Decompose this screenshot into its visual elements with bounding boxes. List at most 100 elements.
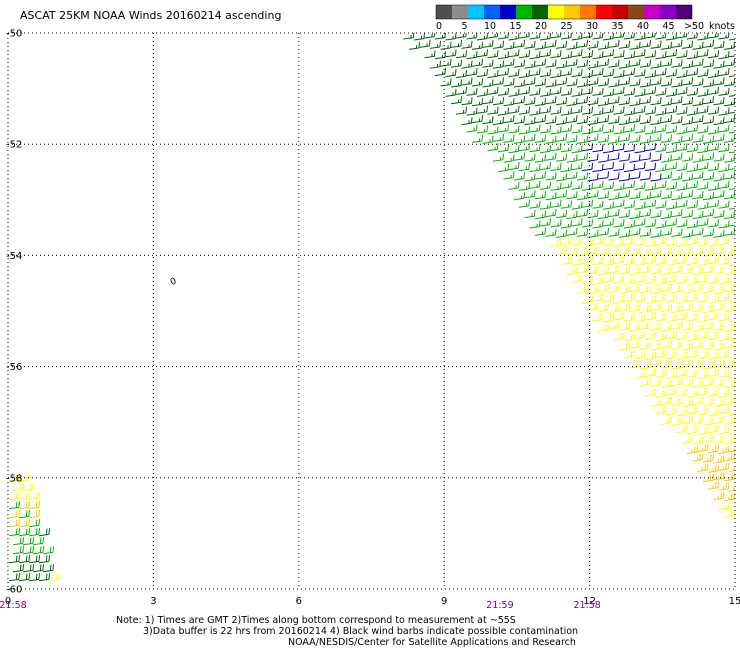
wind-barb	[592, 144, 604, 153]
x-tick-label: 3	[150, 596, 156, 607]
wind-barb	[623, 350, 636, 359]
wind-barb	[634, 69, 646, 78]
wind-barb	[497, 51, 510, 60]
wind-barb	[671, 152, 683, 161]
wind-barb	[644, 33, 657, 39]
wind-barb	[671, 135, 683, 144]
legend-label: 30	[586, 21, 598, 32]
wind-barb	[524, 117, 536, 126]
wind-barb	[728, 145, 735, 154]
wind-barb	[655, 237, 667, 246]
wind-barb	[476, 88, 489, 97]
time-label: 21:59	[486, 600, 513, 611]
wind-barb	[471, 41, 484, 50]
wind-barb	[618, 40, 631, 49]
wind-barb	[681, 399, 694, 408]
wind-barb	[18, 528, 31, 537]
wind-barb	[18, 555, 31, 564]
wind-map: 0 3 6 9 12 15 -50 -52 -54 -56 -58 -60 0 5 10 15 20 25 30 3…	[0, 4, 740, 611]
wind-barb	[723, 41, 735, 50]
wind-barb	[592, 257, 604, 266]
wind-barb	[613, 143, 625, 152]
wind-barb	[634, 162, 646, 171]
x-tick-label: 12	[583, 596, 596, 607]
wind-barb	[487, 143, 499, 152]
wind-barb	[723, 473, 735, 482]
wind-barb	[482, 96, 494, 105]
wind-barb	[602, 181, 615, 190]
wind-barb	[597, 304, 610, 313]
wind-barb	[676, 256, 688, 265]
wind-barb	[702, 398, 715, 407]
wind-barb	[686, 144, 699, 153]
wind-barb	[508, 49, 520, 58]
wind-barb	[634, 238, 646, 247]
wind-barb	[660, 115, 673, 124]
wind-barb	[634, 294, 646, 303]
wind-barb	[581, 70, 594, 79]
wind-barb	[461, 97, 473, 106]
wind-barb	[692, 58, 704, 67]
wind-barb	[681, 359, 694, 368]
wind-barb	[692, 115, 704, 124]
wind-barb	[497, 68, 510, 77]
wind-barb	[629, 58, 641, 67]
wind-barb	[482, 116, 494, 125]
wind-barb	[650, 173, 662, 182]
wind-barb	[492, 97, 505, 106]
wind-barb	[676, 312, 688, 321]
wind-barb	[650, 322, 662, 331]
wind-barb	[18, 519, 31, 528]
wind-barb	[728, 218, 735, 227]
wind-barb	[550, 70, 562, 79]
wind-barb	[697, 145, 709, 154]
wind-barb	[655, 33, 667, 40]
wind-barb	[692, 41, 704, 50]
wind-barb	[634, 125, 646, 134]
wind-barb	[713, 40, 725, 49]
wind-barb	[42, 564, 55, 573]
wind-barb	[482, 79, 494, 88]
wind-barb	[702, 209, 715, 218]
wind-barb	[508, 125, 520, 134]
wind-barb	[613, 86, 625, 95]
wind-barb	[476, 33, 489, 41]
wind-barb	[529, 33, 541, 40]
wind-barb	[697, 105, 709, 114]
wind-barb	[408, 41, 421, 50]
wind-barb	[629, 227, 641, 236]
wind-barb	[728, 387, 735, 396]
wind-barb	[534, 227, 547, 236]
wind-barb	[665, 69, 678, 78]
wind-barb	[571, 145, 583, 154]
wind-barb	[660, 284, 673, 293]
wind-barb	[650, 342, 662, 351]
wind-barb	[602, 274, 615, 283]
wind-barb	[713, 322, 725, 331]
wind-barb	[524, 97, 536, 106]
wind-barb	[681, 415, 694, 424]
wind-barb	[534, 41, 547, 50]
wind-barb	[655, 369, 667, 378]
wind-barb	[707, 388, 720, 397]
wind-barb	[524, 133, 536, 142]
wind-barb	[644, 352, 657, 361]
wind-barb	[728, 258, 735, 267]
wind-barb	[665, 125, 678, 134]
wind-barb	[597, 58, 610, 67]
wind-barb	[676, 388, 688, 397]
wind-barb	[482, 59, 494, 68]
wind-barb	[513, 39, 526, 48]
legend-swatch	[644, 5, 660, 19]
wind-barb	[723, 58, 735, 67]
wind-barb	[723, 247, 735, 256]
wind-barb	[613, 106, 625, 115]
wind-barb	[718, 369, 730, 378]
wind-barb	[639, 285, 652, 294]
wind-barb	[503, 171, 515, 180]
wind-barb	[718, 33, 730, 40]
wind-barb	[728, 69, 735, 78]
wind-barb	[566, 191, 578, 200]
wind-barb	[692, 247, 704, 256]
wind-barb	[665, 201, 678, 210]
